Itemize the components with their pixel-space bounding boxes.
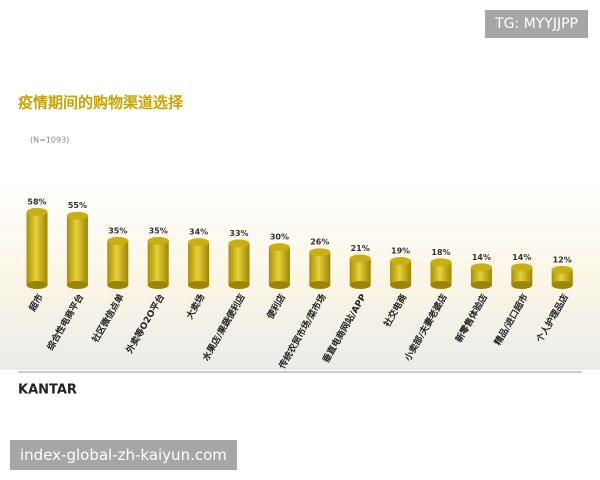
bar-base xyxy=(268,281,290,289)
bar-top xyxy=(349,254,371,263)
bar-top xyxy=(430,258,452,267)
chart-title: 疫情期间的购物渠道选择 xyxy=(18,94,184,112)
bar-base xyxy=(26,281,48,289)
bar xyxy=(390,261,412,285)
bar xyxy=(470,267,492,285)
bar xyxy=(107,240,129,285)
bar-top xyxy=(268,243,290,252)
bar-top xyxy=(228,239,250,248)
bar xyxy=(147,240,169,285)
bar-top xyxy=(107,236,129,245)
value-label: 58% xyxy=(27,197,46,206)
bar-base xyxy=(511,281,533,289)
bar xyxy=(430,262,452,285)
bar-base xyxy=(551,281,573,289)
bar xyxy=(228,243,250,285)
bar-top xyxy=(511,263,533,272)
value-label: 55% xyxy=(68,201,87,210)
watermark: TG: MYYJJPP xyxy=(485,10,588,38)
bar xyxy=(349,258,371,285)
bar-base xyxy=(430,281,452,289)
value-label: 30% xyxy=(270,233,289,242)
bar xyxy=(66,215,88,285)
bar xyxy=(511,267,533,285)
bar-base xyxy=(107,281,129,289)
value-label: 26% xyxy=(310,238,329,247)
brand: KANTAR xyxy=(18,383,77,398)
background xyxy=(0,180,600,370)
bar-top xyxy=(309,248,331,257)
bar xyxy=(26,211,48,285)
value-label: 14% xyxy=(472,253,491,262)
bar-top xyxy=(26,207,48,216)
subtitle: (N=1093) xyxy=(30,136,69,145)
bar xyxy=(268,247,290,285)
value-label: 35% xyxy=(149,226,168,235)
bar-base xyxy=(309,281,331,289)
bar-base xyxy=(147,281,169,289)
value-label: 14% xyxy=(512,253,531,262)
bar xyxy=(309,252,331,285)
bar-top xyxy=(66,211,88,220)
value-label: 12% xyxy=(553,255,572,264)
bar-base xyxy=(66,281,88,289)
value-label: 21% xyxy=(351,244,370,253)
bar xyxy=(551,269,573,285)
bar-base xyxy=(470,281,492,289)
value-label: 34% xyxy=(189,228,208,237)
bar-top xyxy=(188,238,210,247)
site-label: index-global-zh-kaiyun.com xyxy=(10,440,237,470)
bar-base xyxy=(349,281,371,289)
value-label: 35% xyxy=(108,226,127,235)
bar-top xyxy=(551,265,573,274)
bar-top xyxy=(147,236,169,245)
bar xyxy=(188,242,210,285)
value-label: 18% xyxy=(431,248,450,257)
bar-top xyxy=(390,257,412,266)
value-label: 33% xyxy=(229,229,248,238)
bar-base xyxy=(228,281,250,289)
bar-base xyxy=(390,281,412,289)
bar-top xyxy=(470,263,492,272)
value-label: 19% xyxy=(391,247,410,256)
bar-base xyxy=(188,281,210,289)
